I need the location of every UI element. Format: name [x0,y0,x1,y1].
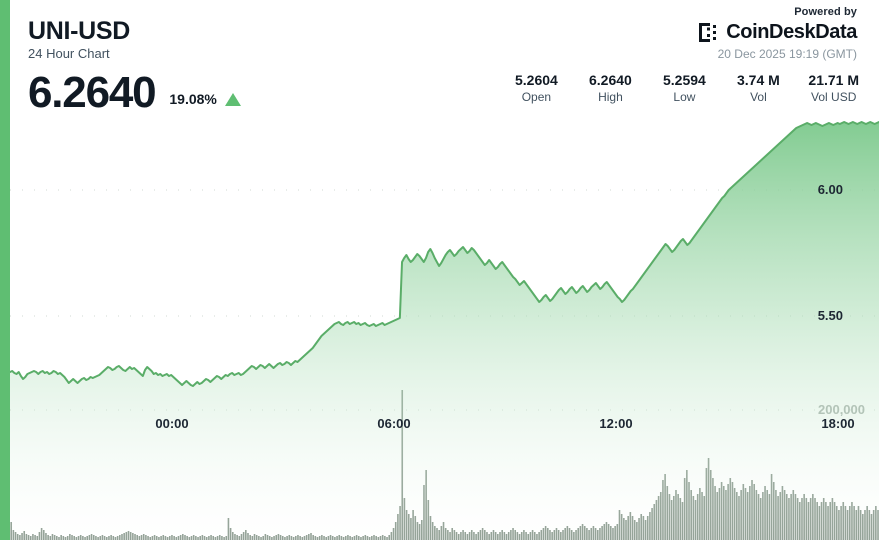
powered-by-label: Powered by [794,6,857,18]
quote-timestamp: 20 Dec 2025 19:19 (GMT) [717,47,857,61]
ohlc-stats: 5.2604 Open 6.2640 High 5.2594 Low 3.74 M Vol 21… [512,72,859,104]
stat-open: 5.2604 Open [512,72,560,104]
stat-value: 3.74 M [737,72,780,88]
x-axis-tick: 12:00 [599,416,633,431]
y-axis-tick: 5.50 [817,308,843,323]
stat-value: 5.2604 [514,72,558,88]
x-axis-tick: 18:00 [821,416,855,431]
triangle-up-icon [224,92,241,106]
provider-name: CoinDeskData [726,21,857,43]
stat-label: Open [521,90,552,104]
volume-axis-tick: 200,000 [818,402,865,417]
provider-row[interactable]: CoinDeskData [699,21,857,44]
stat-label: Vol USD [811,90,857,104]
x-axis-tick: 00:00 [155,416,189,431]
x-axis-tick: 06:00 [377,416,411,431]
chart-subtitle: 24 Hour Chart [28,46,110,62]
y-axis-tick: 6.00 [817,182,843,197]
stat-label: High [598,90,623,104]
stat-value: 5.2594 [662,72,706,88]
price-line [9,121,879,387]
change-badge: 19.08% [169,91,241,108]
stat-label: Vol [750,90,767,104]
symbol-header: UNI-USD 24 Hour Chart 6.2640 19.08% [28,17,241,117]
stat-vol-usd: 21.71 M Vol USD [808,72,859,104]
stat-label: Low [673,90,696,104]
stat-vol: 3.74 M Vol [734,72,782,104]
accent-rail [0,0,10,540]
price-row: 6.2640 19.08% [28,67,241,117]
stat-value: 6.2640 [588,72,632,88]
stat-value: 21.71 M [808,72,859,88]
change-percent: 19.08% [169,91,217,108]
symbol-name: UNI-USD [28,17,131,45]
coindesk-bracket-icon [699,23,717,42]
last-price: 6.2640 [28,67,157,117]
stat-high: 6.2640 High [586,72,634,104]
price-area-fill [10,122,879,540]
stat-low: 5.2594 Low [660,72,708,104]
branding-block: Powered by CoinDeskData 20 Dec 2025 19:1… [699,6,857,61]
